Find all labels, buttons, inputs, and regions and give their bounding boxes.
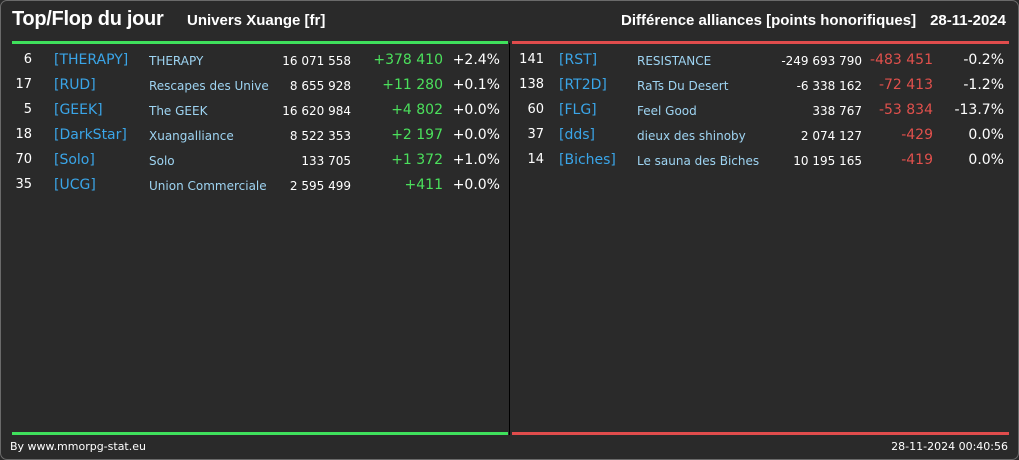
alliance-tag-link[interactable]: [FLG] xyxy=(559,102,597,118)
alliance-points: 16 620 984 xyxy=(282,104,351,118)
alliance-points: 8 655 928 xyxy=(289,79,351,93)
flop-alliance-row: 138 [RT2D] RaTs Du Desert -6 338 162 -72 413… xyxy=(518,74,1008,99)
alliance-rank: 35 xyxy=(15,177,32,192)
alliance-points: 133 705 xyxy=(301,154,351,168)
alliance-name-link[interactable]: THERAPY xyxy=(149,54,204,68)
top-alliance-row: 70 [Solo] Solo 133 705 +1 372 +1.0% xyxy=(12,149,502,174)
flop-footer-bar xyxy=(512,432,1009,435)
alliance-name-link[interactable]: RESISTANCE xyxy=(637,54,712,68)
alliance-points: 16 071 558 xyxy=(282,54,351,68)
percent-change: -1.2% xyxy=(963,77,1004,93)
alliance-name-link[interactable]: dieux des shinoby xyxy=(637,129,746,143)
alliance-rank: 14 xyxy=(527,152,544,167)
points-difference: +1 372 xyxy=(391,152,443,168)
percent-change: +0.0% xyxy=(452,177,500,193)
top-alliance-row: 5 [GEEK] The GEEK 16 620 984 +4 802 +0.0% xyxy=(12,99,502,124)
alliance-name-link[interactable]: The GEEK xyxy=(149,104,208,118)
percent-change: +0.1% xyxy=(452,77,500,93)
header-right: Différence alliances [points honorifique… xyxy=(621,12,1006,29)
points-difference: +11 280 xyxy=(382,77,443,93)
alliance-tag-link[interactable]: [RST] xyxy=(559,52,598,68)
alliance-tag-link[interactable]: [THERAPY] xyxy=(54,52,129,68)
percent-change: +0.0% xyxy=(452,102,500,118)
alliance-name-link[interactable]: Union Commerciale Galactique xyxy=(149,179,269,193)
alliance-rank: 37 xyxy=(527,127,544,142)
flop-alliance-row: 37 [dds] dieux des shinoby 2 074 127 -429 0.0… xyxy=(518,124,1008,149)
alliance-rank: 6 xyxy=(23,52,32,67)
alliance-tag-link[interactable]: [RUD] xyxy=(54,77,96,93)
alliance-rank: 60 xyxy=(527,102,544,117)
alliance-name-link[interactable]: Solo xyxy=(149,154,175,168)
alliance-points: 10 195 165 xyxy=(793,154,862,168)
alliance-tag-link[interactable]: [Biches] xyxy=(559,152,616,168)
alliance-rank: 141 xyxy=(519,52,544,67)
alliance-tag-link[interactable]: [UCG] xyxy=(54,177,96,193)
top-alliance-row: 17 [RUD] Rescapes des Univers 8 655 928 +11 … xyxy=(12,74,502,99)
percent-change: 0.0% xyxy=(968,152,1004,168)
alliance-rank: 18 xyxy=(15,127,32,142)
flop-alliance-row: 60 [FLG] Feel Good 338 767 -53 834 -13.7% xyxy=(518,99,1008,124)
alliance-name-link[interactable]: Feel Good xyxy=(637,104,697,118)
points-difference: +378 410 xyxy=(373,52,443,68)
percent-change: +1.0% xyxy=(452,152,500,168)
universe-subtitle: Univers Xuange [fr] xyxy=(187,12,326,29)
points-difference: -429 xyxy=(901,127,933,143)
percent-change: +2.4% xyxy=(452,52,500,68)
top-footer-bar xyxy=(12,432,508,435)
points-difference: +4 802 xyxy=(391,102,443,118)
points-difference: +411 xyxy=(404,177,443,193)
top-panel: 6 [THERAPY] THERAPY 16 071 558 +378 410 +2.4%… xyxy=(12,49,502,199)
points-difference: -53 834 xyxy=(878,102,933,118)
flop-panel: 141 [RST] RESISTANCE -249 693 790 -483 451 -0… xyxy=(518,49,1008,174)
credit-text: By www.mmorpg-stat.eu xyxy=(10,440,146,453)
alliance-tag-link[interactable]: [GEEK] xyxy=(54,102,103,118)
alliance-points: -6 338 162 xyxy=(796,79,862,93)
alliance-rank: 5 xyxy=(23,102,32,117)
header: Top/Flop du jour Univers Xuange [fr] Dif… xyxy=(1,1,1018,41)
points-difference: -72 413 xyxy=(878,77,933,93)
points-difference: -419 xyxy=(901,152,933,168)
page-title: Top/Flop du jour xyxy=(12,8,164,30)
alliance-points: 338 767 xyxy=(812,104,862,118)
percent-change: -13.7% xyxy=(954,102,1004,118)
report-date: 28-11-2024 xyxy=(930,12,1006,29)
alliance-tag-link[interactable]: [RT2D] xyxy=(559,77,607,93)
alliance-rank: 70 xyxy=(15,152,32,167)
percent-change: 0.0% xyxy=(968,127,1004,143)
alliance-tag-link[interactable]: [DarkStar] xyxy=(54,127,127,143)
percent-change: +0.0% xyxy=(452,127,500,143)
flop-accent-bar xyxy=(512,41,1009,44)
alliance-name-link[interactable]: Xuangalliance xyxy=(149,129,234,143)
points-difference: +2 197 xyxy=(391,127,443,143)
alliance-points: -249 693 790 xyxy=(781,54,862,68)
footer-timestamp: 28-11-2024 00:40:56 xyxy=(891,440,1008,453)
panel-divider xyxy=(509,43,510,435)
alliance-name-link[interactable]: RaTs Du Desert xyxy=(637,79,729,93)
alliance-points: 8 522 353 xyxy=(289,129,351,143)
alliance-name-link[interactable]: Le sauna des Biches xyxy=(637,154,760,168)
metric-title: Différence alliances [points honorifique… xyxy=(621,12,917,29)
alliance-rank: 17 xyxy=(15,77,32,92)
alliance-points: 2 595 499 xyxy=(289,179,351,193)
alliance-points: 2 074 127 xyxy=(800,129,862,143)
flop-alliance-row: 14 [Biches] Le sauna des Biches 10 195 165 -… xyxy=(518,149,1008,174)
alliance-tag-link[interactable]: [dds] xyxy=(559,127,595,143)
top-alliance-row: 18 [DarkStar] Xuangalliance 8 522 353 +2 197… xyxy=(12,124,502,149)
alliance-tag-link[interactable]: [Solo] xyxy=(54,152,95,168)
top-alliance-row: 35 [UCG] Union Commerciale Galactique 2 595… xyxy=(12,174,502,199)
flop-alliance-row: 141 [RST] RESISTANCE -249 693 790 -483 451 -0… xyxy=(518,49,1008,74)
percent-change: -0.2% xyxy=(963,52,1004,68)
top-alliance-row: 6 [THERAPY] THERAPY 16 071 558 +378 410 +2.4% xyxy=(12,49,502,74)
alliance-name-link[interactable]: Rescapes des Univers xyxy=(149,79,269,93)
points-difference: -483 451 xyxy=(870,52,933,68)
top-accent-bar xyxy=(12,41,508,44)
alliance-rank: 138 xyxy=(519,77,544,92)
